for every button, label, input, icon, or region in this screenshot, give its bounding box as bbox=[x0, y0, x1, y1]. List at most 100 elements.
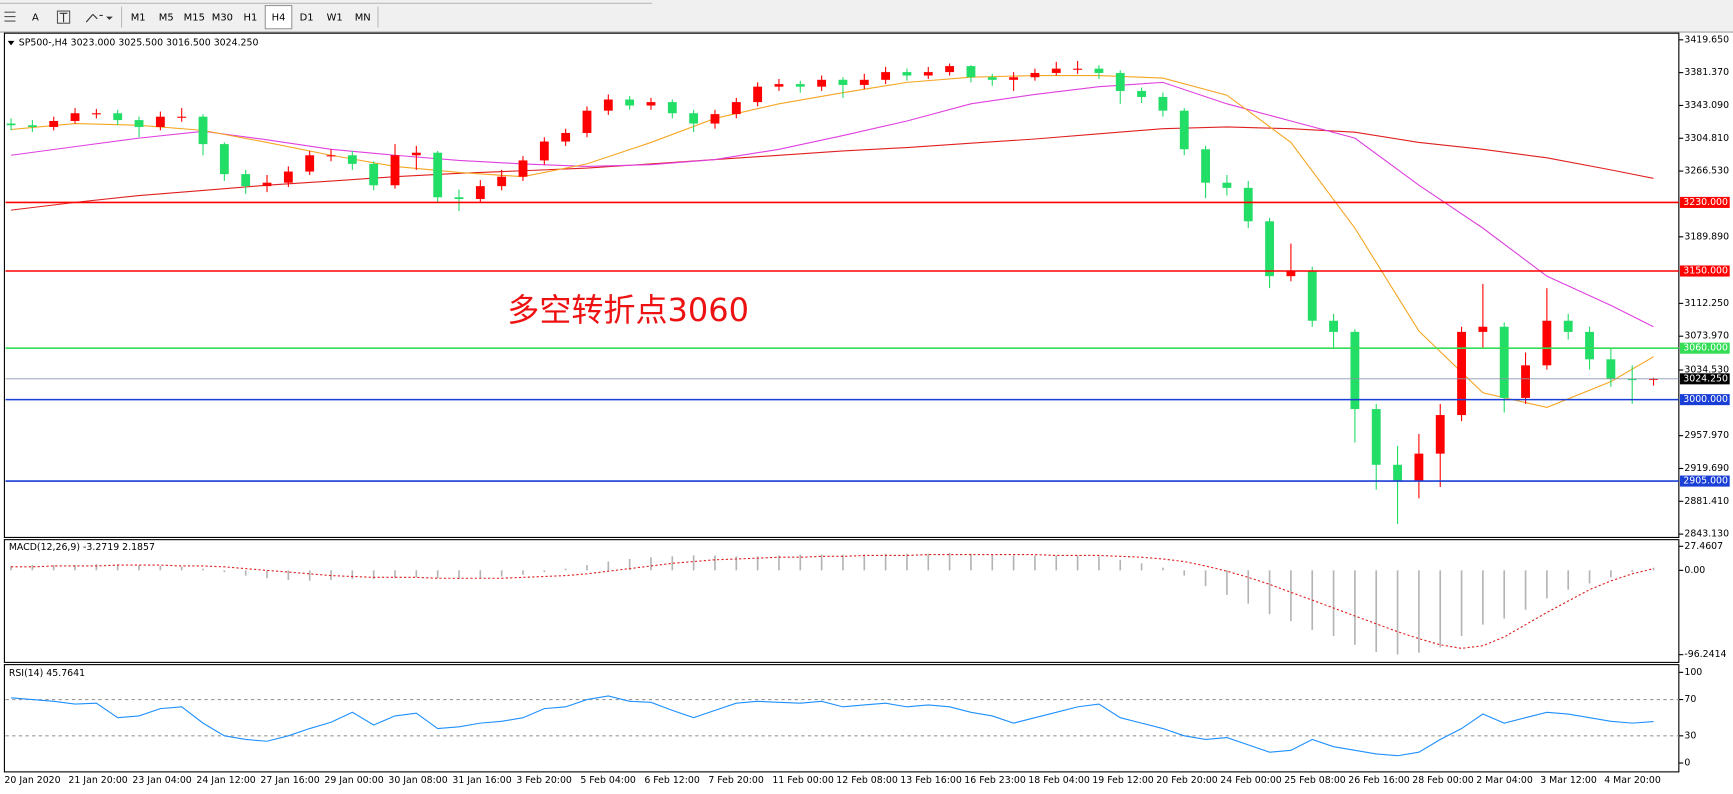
candle-body bbox=[539, 141, 549, 161]
level-label-bg bbox=[1679, 475, 1730, 487]
x-tick-label: 21 Jan 20:00 bbox=[68, 775, 127, 786]
x-tick-label: 28 Feb 00:00 bbox=[1412, 775, 1474, 786]
candle-body bbox=[1179, 110, 1189, 150]
x-tick-label: 31 Jan 16:00 bbox=[452, 775, 511, 786]
x-tick-label: 27 Jan 16:00 bbox=[260, 775, 319, 786]
candle-body bbox=[1371, 409, 1381, 465]
candle-body bbox=[518, 160, 528, 177]
candle-body bbox=[390, 155, 400, 186]
y-tick-label: 2881.410 bbox=[1684, 496, 1729, 507]
level-label: 3024.250 bbox=[1683, 373, 1728, 384]
rsi-line bbox=[11, 695, 1654, 757]
text-tool[interactable]: A bbox=[32, 13, 39, 24]
candle-body bbox=[1478, 326, 1488, 332]
candle-body bbox=[966, 66, 976, 78]
level-label-bg bbox=[1679, 265, 1730, 277]
y-tick-label: 2957.970 bbox=[1684, 430, 1729, 441]
level-label-bg bbox=[1679, 342, 1730, 354]
y-tick-label: 3266.530 bbox=[1684, 166, 1729, 177]
candle-body bbox=[1585, 331, 1594, 360]
x-tick-label: 25 Feb 08:00 bbox=[1284, 775, 1346, 786]
timeframe-button[interactable]: M30 bbox=[212, 13, 233, 24]
x-tick-label: 20 Jan 2020 bbox=[4, 775, 60, 786]
candle-body bbox=[1350, 331, 1360, 410]
candle-body bbox=[1521, 365, 1530, 398]
timeframe-button[interactable]: MN bbox=[355, 13, 371, 24]
candle-body bbox=[433, 152, 443, 198]
y-tick-label: 0 bbox=[1684, 758, 1690, 769]
candle-body bbox=[1393, 464, 1402, 482]
timeframe-button[interactable]: H1 bbox=[244, 13, 258, 24]
moving-average bbox=[10, 81, 1654, 328]
candle-body bbox=[113, 113, 123, 121]
y-tick-label: 2919.690 bbox=[1684, 463, 1729, 474]
timeframe-button[interactable]: M15 bbox=[184, 13, 205, 24]
candle-body bbox=[1094, 68, 1104, 73]
toolbar bbox=[0, 0, 1733, 33]
timeframe-button[interactable]: H4 bbox=[272, 13, 286, 24]
candle-body bbox=[923, 72, 933, 76]
x-tick-label: 4 Mar 20:00 bbox=[1604, 775, 1661, 786]
rsi-title: RSI(14) 45.7641 bbox=[9, 668, 85, 679]
y-tick-label: 70 bbox=[1684, 694, 1696, 705]
candle-body bbox=[902, 72, 912, 76]
candle-body bbox=[347, 155, 357, 164]
candle-body bbox=[561, 132, 571, 142]
x-tick-label: 29 Jan 00:00 bbox=[324, 775, 383, 786]
collapse-icon[interactable] bbox=[7, 40, 15, 46]
candle-body bbox=[1563, 320, 1573, 332]
x-tick-label: 11 Feb 00:00 bbox=[772, 775, 834, 786]
timeframe-button[interactable]: M5 bbox=[159, 13, 174, 24]
candle-body bbox=[283, 171, 293, 183]
x-tick-label: 3 Mar 12:00 bbox=[1540, 775, 1597, 786]
level-label-bg bbox=[1679, 196, 1730, 208]
candle-body bbox=[795, 84, 805, 87]
y-tick-label: 0.00 bbox=[1684, 565, 1705, 576]
candle-body bbox=[1073, 68, 1083, 70]
x-tick-label: 13 Feb 16:00 bbox=[900, 775, 962, 786]
level-label: 3150.000 bbox=[1683, 266, 1728, 277]
arrow-tool[interactable] bbox=[85, 13, 113, 23]
menu-icon[interactable] bbox=[4, 11, 16, 22]
candle-body bbox=[1222, 182, 1232, 188]
y-tick-label: 3112.250 bbox=[1684, 298, 1729, 309]
x-tick-label: 7 Feb 20:00 bbox=[708, 775, 764, 786]
candle-body bbox=[1265, 221, 1274, 277]
x-tick-label: 5 Feb 04:00 bbox=[580, 775, 636, 786]
x-tick-label: 19 Feb 12:00 bbox=[1092, 775, 1154, 786]
candle-body bbox=[27, 125, 37, 127]
candle-body bbox=[1435, 415, 1445, 454]
candle-body bbox=[1414, 453, 1424, 482]
y-tick-label: 3189.890 bbox=[1684, 231, 1729, 242]
annotation: 多空转折点3060 bbox=[507, 291, 749, 329]
candle-body bbox=[731, 102, 741, 115]
timeframe-button[interactable]: D1 bbox=[300, 13, 314, 24]
label-tool[interactable] bbox=[56, 10, 71, 24]
macd-title: MACD(12,26,9) -3.2719 2.1857 bbox=[9, 542, 155, 553]
candle-body bbox=[817, 79, 827, 87]
y-tick-label: 3343.090 bbox=[1684, 100, 1729, 111]
candle-body bbox=[475, 186, 485, 199]
timeframe-button[interactable]: W1 bbox=[327, 13, 343, 24]
candle-body bbox=[625, 99, 635, 106]
candle-body bbox=[1115, 72, 1125, 91]
candle-body bbox=[859, 79, 869, 85]
x-tick-label: 23 Jan 04:00 bbox=[132, 775, 191, 786]
y-tick-label: -96.2414 bbox=[1684, 649, 1726, 660]
timeframe-button[interactable]: M1 bbox=[131, 13, 146, 24]
main-pane bbox=[3, 32, 1680, 538]
x-tick-label: 24 Jan 12:00 bbox=[196, 775, 255, 786]
candle-body bbox=[689, 113, 699, 124]
x-tick-label: 2 Mar 04:00 bbox=[1476, 775, 1533, 786]
candle-body bbox=[1030, 72, 1040, 78]
rsi-pane bbox=[3, 664, 1680, 773]
candle-body bbox=[70, 113, 80, 121]
candle-body bbox=[753, 86, 763, 103]
candle-body bbox=[1009, 77, 1019, 80]
candle-body bbox=[1627, 379, 1637, 381]
candle-body bbox=[945, 66, 955, 73]
candle-body bbox=[1286, 271, 1296, 277]
level-label: 3060.000 bbox=[1683, 343, 1728, 354]
y-tick-label: 100 bbox=[1684, 667, 1702, 678]
x-tick-label: 12 Feb 08:00 bbox=[836, 775, 898, 786]
